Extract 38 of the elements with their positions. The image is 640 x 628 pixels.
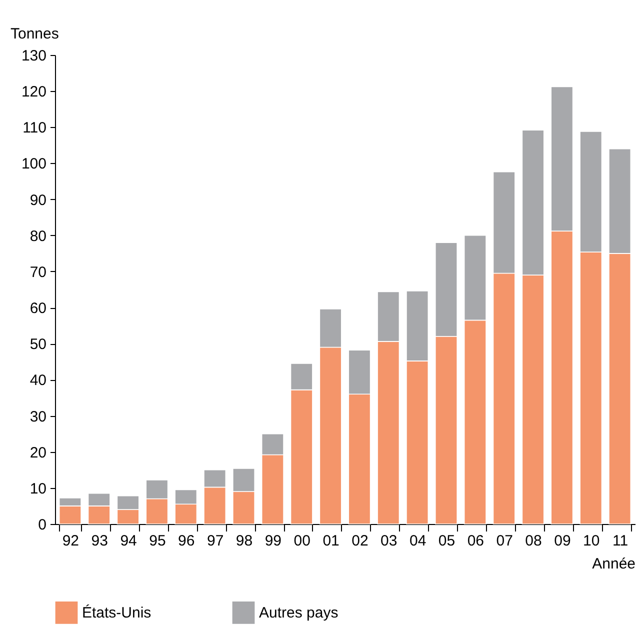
x-tick-label: 00: [294, 532, 310, 550]
y-tick-label: 70: [30, 264, 46, 281]
x-tick-label: 02: [352, 532, 368, 550]
x-tick-label: 96: [178, 532, 195, 550]
y-axis-title: Tonnes: [10, 26, 59, 42]
x-axis-title: Année: [592, 556, 636, 572]
x-tick-label: 08: [525, 532, 542, 550]
legend-label: États-Unis: [82, 604, 152, 622]
x-tick-label: 93: [91, 532, 108, 550]
y-tick-label: 10: [30, 480, 46, 498]
x-tick-label: 92: [62, 532, 80, 550]
y-tick-label: 30: [30, 408, 46, 426]
x-tick-label: 94: [120, 532, 137, 550]
y-tick-label: 110: [22, 120, 46, 137]
legend-label: Autres pays: [259, 604, 338, 622]
x-tick-label: 98: [236, 532, 253, 550]
x-tick-label: 01: [322, 532, 340, 550]
y-tick-label: 60: [30, 300, 46, 318]
y-tick-label: 40: [30, 372, 46, 390]
x-tick-label: 03: [380, 532, 398, 550]
y-tick-label: 80: [30, 228, 46, 245]
y-tick-label: 100: [21, 156, 46, 173]
x-tick-label: 09: [554, 532, 571, 550]
x-tick-label: 04: [409, 532, 426, 550]
y-tick-label: 130: [21, 48, 46, 64]
y-tick-label: 0: [38, 516, 46, 534]
x-tick-label: 97: [206, 532, 224, 550]
x-tick-label: 05: [438, 532, 456, 550]
y-tick-label: 120: [21, 84, 46, 101]
x-tick-label: 99: [264, 532, 282, 550]
x-tick-label: 07: [496, 532, 513, 550]
y-tick-label: 50: [30, 336, 46, 354]
y-tick-label: 90: [30, 192, 46, 209]
y-tick-label: 20: [30, 444, 46, 462]
x-tick-label: 10: [583, 532, 600, 550]
x-tick-label: 11: [612, 532, 628, 550]
x-tick-label: 95: [149, 532, 166, 550]
x-tick-label: 06: [467, 532, 484, 550]
